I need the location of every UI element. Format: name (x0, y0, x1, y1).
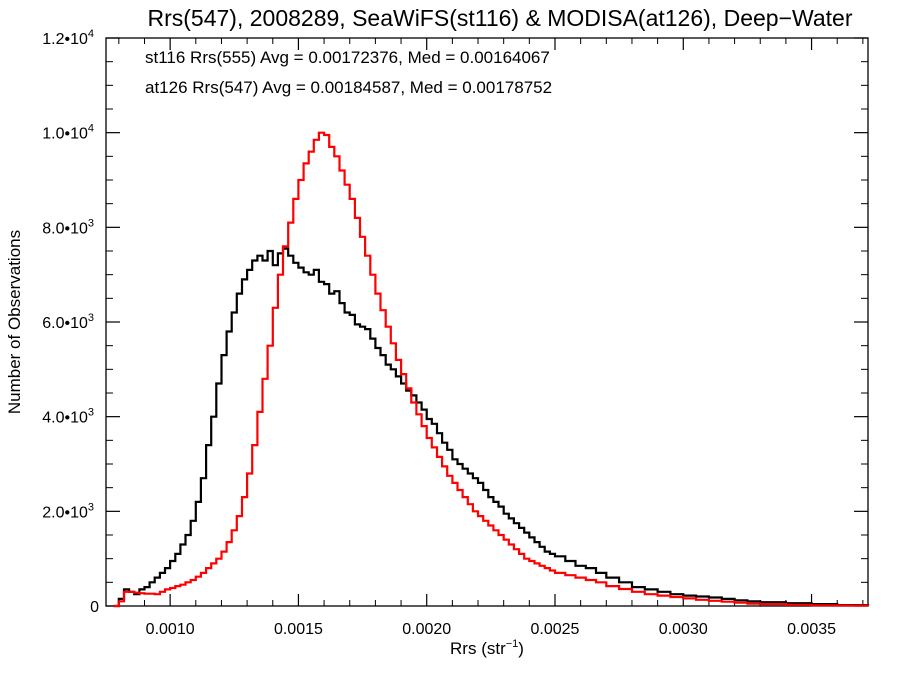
series-st116-line (113, 247, 870, 608)
chart-title: Rrs(547), 2008289, SeaWiFS(st116) & MODI… (148, 5, 853, 31)
x-tick-label: 0.0020 (402, 621, 451, 638)
x-tick-label: 0.0015 (274, 621, 323, 638)
y-axis-label: Number of Observations (5, 230, 24, 414)
y-tick-label: 1.2•104 (42, 28, 94, 48)
x-axis-label: Rrs (str−1) (450, 638, 524, 658)
y-tick-label: 1.0•104 (42, 123, 94, 143)
legend-entry-st116: st116 Rrs(555) Avg = 0.00172376, Med = 0… (145, 48, 550, 67)
y-tick-label: 6.0•103 (42, 312, 94, 332)
y-axis-ticks: 0 2.0•103 4.0•103 6.0•103 8.0•103 1.0•104 1.2•… (42, 28, 868, 616)
x-tick-label: 0.0035 (787, 621, 836, 638)
y-tick-label: 0 (90, 599, 99, 616)
x-tick-label: 0.0010 (146, 621, 195, 638)
legend-entry-at126: at126 Rrs(547) Avg = 0.00184587, Med = 0… (145, 78, 552, 97)
x-axis-ticks: 0.0010 0.0015 0.0020 0.0025 0.0030 0.0035 (118, 38, 864, 638)
x-tick-label: 0.0025 (531, 621, 580, 638)
series-layer (113, 131, 870, 608)
y-tick-label: 4.0•103 (42, 407, 94, 427)
x-axis-label-exponent: −1 (506, 638, 519, 650)
y-tick-label: 2.0•103 (42, 501, 94, 521)
series-at126-line (113, 131, 870, 608)
y-tick-label: 8.0•103 (42, 217, 94, 237)
x-tick-label: 0.0030 (659, 621, 708, 638)
